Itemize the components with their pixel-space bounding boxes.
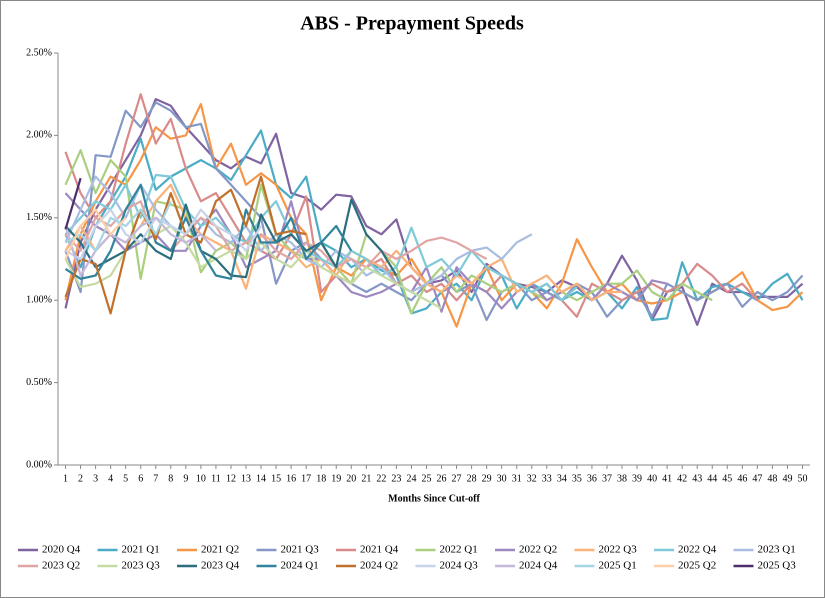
x-tick-label: 21 xyxy=(361,473,371,484)
x-tick-label: 49 xyxy=(782,473,792,484)
x-tick-label: 11 xyxy=(211,473,221,484)
x-tick-label: 10 xyxy=(196,473,206,484)
series-line xyxy=(64,200,172,252)
legend-label: 2022 Q3 xyxy=(599,544,638,556)
x-tick-label: 18 xyxy=(316,473,326,484)
x-tick-label: 37 xyxy=(602,473,612,484)
legend-label: 2023 Q4 xyxy=(201,560,240,572)
series-line xyxy=(64,208,262,261)
series-line xyxy=(64,93,759,318)
legend-label: 2021 Q1 xyxy=(122,544,160,556)
legend-label: 2024 Q1 xyxy=(281,560,319,572)
x-tick-label: 8 xyxy=(168,473,173,484)
x-tick-label: 33 xyxy=(542,473,552,484)
x-tick-label: 4 xyxy=(108,473,113,484)
series-line xyxy=(64,208,127,260)
legend-label: 2025 Q2 xyxy=(678,560,716,572)
legend-label: 2024 Q3 xyxy=(440,560,479,572)
y-tick-label: 0.50% xyxy=(26,377,52,388)
x-tick-label: 34 xyxy=(557,473,567,484)
y-tick-label: 2.00% xyxy=(26,130,52,141)
series-line xyxy=(64,129,804,322)
x-tick-label: 14 xyxy=(256,473,266,484)
x-tick-label: 36 xyxy=(587,473,597,484)
x-tick-label: 25 xyxy=(421,473,431,484)
series-line xyxy=(64,200,488,269)
x-tick-label: 3 xyxy=(93,473,98,484)
legend-label: 2022 Q4 xyxy=(678,544,717,556)
legend-label: 2023 Q3 xyxy=(122,560,161,572)
legend-label: 2021 Q3 xyxy=(281,544,320,556)
x-tick-label: 45 xyxy=(722,473,732,484)
chart-title: ABS - Prepayment Speeds xyxy=(300,13,524,35)
x-tick-label: 35 xyxy=(572,473,582,484)
x-tick-label: 9 xyxy=(183,473,188,484)
legend-label: 2021 Q2 xyxy=(201,544,239,556)
x-tick-label: 38 xyxy=(617,473,627,484)
x-tick-label: 27 xyxy=(452,473,462,484)
x-tick-label: 5 xyxy=(123,473,128,484)
x-tick-label: 2 xyxy=(78,473,83,484)
legend-label: 2023 Q2 xyxy=(42,560,80,572)
x-tick-label: 24 xyxy=(406,473,416,484)
series-line xyxy=(64,216,217,277)
x-tick-label: 31 xyxy=(512,473,522,484)
x-tick-label: 12 xyxy=(226,473,236,484)
x-axis-label: Months Since Cut-off xyxy=(388,493,480,504)
x-tick-label: 39 xyxy=(632,473,642,484)
x-tick-label: 30 xyxy=(497,473,507,484)
x-tick-label: 44 xyxy=(707,473,717,484)
x-tick-label: 42 xyxy=(677,473,687,484)
legend-label: 2024 Q4 xyxy=(519,560,558,572)
x-tick-label: 50 xyxy=(797,473,807,484)
x-tick-label: 47 xyxy=(752,473,762,484)
y-tick-label: 0.00% xyxy=(26,459,52,470)
x-tick-label: 15 xyxy=(271,473,281,484)
y-tick-label: 1.50% xyxy=(26,212,52,223)
x-tick-label: 1 xyxy=(63,473,68,484)
x-tick-label: 20 xyxy=(346,473,356,484)
legend-label: 2022 Q1 xyxy=(440,544,478,556)
legend-label: 2021 Q4 xyxy=(360,544,399,556)
series-line xyxy=(64,173,578,302)
legend-label: 2020 Q4 xyxy=(42,544,81,556)
x-tick-label: 7 xyxy=(153,473,158,484)
x-tick-label: 29 xyxy=(482,473,492,484)
x-tick-label: 6 xyxy=(138,473,143,484)
legend-label: 2023 Q1 xyxy=(758,544,796,556)
x-tick-label: 32 xyxy=(527,473,537,484)
x-tick-label: 22 xyxy=(376,473,386,484)
x-tick-label: 28 xyxy=(467,473,477,484)
x-tick-label: 17 xyxy=(301,473,311,484)
legend-label: 2022 Q2 xyxy=(519,544,557,556)
y-tick-label: 1.00% xyxy=(26,294,52,305)
legend-label: 2025 Q1 xyxy=(599,560,637,572)
y-tick-label: 2.50% xyxy=(26,47,52,58)
x-tick-label: 13 xyxy=(241,473,251,484)
x-tick-label: 46 xyxy=(737,473,747,484)
x-tick-label: 40 xyxy=(647,473,657,484)
series-line xyxy=(64,183,353,280)
x-tick-label: 23 xyxy=(391,473,401,484)
x-tick-label: 43 xyxy=(692,473,702,484)
x-tick-label: 48 xyxy=(767,473,777,484)
x-tick-label: 41 xyxy=(662,473,672,484)
legend-label: 2024 Q2 xyxy=(360,560,398,572)
x-tick-label: 16 xyxy=(286,473,296,484)
series-line xyxy=(64,177,82,230)
x-tick-label: 19 xyxy=(331,473,341,484)
legend-label: 2025 Q3 xyxy=(758,560,797,572)
x-tick-label: 26 xyxy=(437,473,447,484)
